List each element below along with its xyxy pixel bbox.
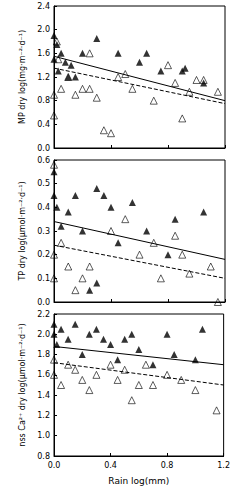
svg-text:MP dry log(mg·m⁻²·d⁻¹): MP dry log(mg·m⁻²·d⁻¹) (18, 30, 27, 124)
svg-text:1.6: 1.6 (37, 370, 50, 379)
svg-text:0.3: 0.3 (37, 227, 50, 236)
svg-text:2.4: 2.4 (37, 2, 50, 11)
svg-text:0.6: 0.6 (37, 156, 50, 165)
svg-text:0.0: 0.0 (37, 144, 50, 153)
svg-text:0.2: 0.2 (37, 250, 50, 259)
svg-text:1.2: 1.2 (37, 73, 50, 82)
svg-text:0.8: 0.8 (161, 461, 174, 470)
svg-text:TP dry log(µmol·m⁻²·d⁻¹): TP dry log(µmol·m⁻²·d⁻¹) (18, 181, 27, 281)
svg-text:0.0: 0.0 (37, 298, 50, 307)
svg-text:1.8: 1.8 (37, 350, 50, 359)
svg-text:1.6: 1.6 (37, 49, 50, 58)
svg-text:0.8: 0.8 (37, 452, 50, 461)
svg-text:1.0: 1.0 (37, 431, 50, 440)
svg-text:0.0: 0.0 (48, 461, 61, 470)
svg-text:0.5: 0.5 (37, 179, 50, 188)
svg-text:1.2: 1.2 (37, 411, 50, 420)
svg-text:2.2: 2.2 (37, 310, 50, 319)
svg-text:0.4: 0.4 (37, 120, 50, 129)
svg-text:Rain log(mm): Rain log(mm) (108, 476, 169, 486)
svg-text:2.0: 2.0 (37, 25, 50, 34)
svg-text:2.0: 2.0 (37, 330, 50, 339)
svg-text:1.2: 1.2 (217, 461, 230, 470)
svg-text:1.4: 1.4 (37, 391, 50, 400)
svg-text:0.4: 0.4 (104, 461, 117, 470)
svg-text:0.1: 0.1 (37, 274, 50, 283)
svg-text:nss Ca²⁺ dry log(µmol·m⁻²·d⁻¹): nss Ca²⁺ dry log(µmol·m⁻²·d⁻¹) (18, 323, 27, 446)
svg-text:0.4: 0.4 (37, 203, 50, 212)
svg-text:0.8: 0.8 (37, 96, 50, 105)
